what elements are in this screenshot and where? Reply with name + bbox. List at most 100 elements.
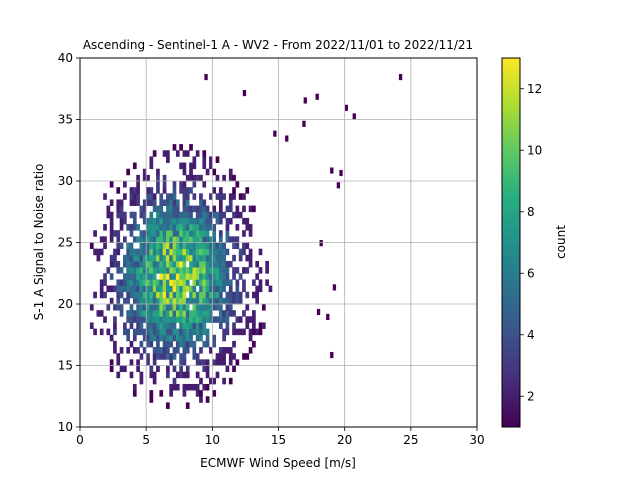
heatmap-cell: [199, 261, 203, 268]
heatmap-cell: [196, 298, 200, 305]
heatmap-cell: [136, 175, 140, 182]
heatmap-cell: [123, 218, 127, 225]
heatmap-cell: [149, 199, 153, 206]
heatmap-cell: [146, 279, 150, 286]
heatmap-cell: [189, 298, 193, 305]
heatmap-cell: [176, 279, 180, 286]
heatmap-cell: [186, 175, 190, 182]
heatmap-cell: [140, 341, 144, 348]
heatmap-cell: [169, 249, 173, 256]
heatmap-cell: [219, 218, 223, 225]
heatmap-cell: [202, 292, 206, 299]
heatmap-cell: [183, 347, 187, 354]
heatmap-cell: [212, 230, 216, 237]
heatmap-cell: [249, 329, 253, 336]
heatmap-cell: [173, 261, 177, 268]
colorbar-tick-label: 6: [527, 266, 535, 280]
heatmap-cell: [189, 384, 193, 391]
heatmap-cell: [97, 249, 101, 256]
heatmap-cell: [199, 292, 203, 299]
heatmap-cell: [130, 310, 134, 317]
heatmap-cell: [189, 187, 193, 194]
heatmap-cell: [212, 316, 216, 323]
heatmap-cell: [206, 366, 210, 373]
heatmap-cell: [252, 206, 256, 213]
heatmap-cell: [159, 322, 163, 329]
colorbar-tick-label: 10: [527, 143, 542, 157]
heatmap-cell: [130, 243, 134, 250]
heatmap-cell: [232, 353, 236, 360]
heatmap-cell: [130, 199, 134, 206]
heatmap-cell: [136, 181, 140, 188]
heatmap-cell: [196, 310, 200, 317]
heatmap-cell: [136, 292, 140, 299]
heatmap-cell: [106, 206, 110, 213]
heatmap-cell: [265, 261, 269, 268]
heatmap-cell: [140, 329, 144, 336]
heatmap-cell: [179, 273, 183, 280]
heatmap-cell: [136, 199, 140, 206]
heatmap-cell: [222, 298, 226, 305]
heatmap-cell: [226, 329, 230, 336]
heatmap-cell: [116, 261, 120, 268]
heatmap-cell: [163, 273, 167, 280]
heatmap-cell: [219, 359, 223, 366]
heatmap-cell: [202, 286, 206, 293]
heatmap-cell: [120, 199, 124, 206]
heatmap-cell: [176, 150, 180, 157]
heatmap-cell: [179, 353, 183, 360]
heatmap-cell: [173, 255, 177, 262]
heatmap-cell: [192, 267, 196, 274]
heatmap-cell: [219, 279, 223, 286]
heatmap-cell: [206, 273, 210, 280]
heatmap-cell: [219, 206, 223, 213]
heatmap-cell: [159, 329, 163, 336]
heatmap-cell: [126, 286, 130, 293]
heatmap-cell: [116, 199, 120, 206]
heatmap-cell: [126, 249, 130, 256]
heatmap-cell: [149, 372, 153, 379]
heatmap-cell: [186, 267, 190, 274]
heatmap-cell: [149, 261, 153, 268]
heatmap-cell: [199, 396, 203, 403]
heatmap-cell: [183, 206, 187, 213]
heatmap-cell: [110, 230, 114, 237]
heatmap-cell: [169, 273, 173, 280]
x-tick-label: 15: [271, 433, 286, 447]
heatmap-cell: [179, 310, 183, 317]
heatmap-cell: [176, 236, 180, 243]
heatmap-cell: [153, 322, 157, 329]
heatmap-cell: [153, 273, 157, 280]
heatmap-cell: [130, 212, 134, 219]
heatmap-cell: [239, 273, 243, 280]
heatmap-cell: [146, 310, 150, 317]
heatmap-cell: [235, 181, 239, 188]
heatmap-cell: [202, 218, 206, 225]
heatmap-cell: [130, 273, 134, 280]
heatmap-cell: [192, 255, 196, 262]
heatmap-cell: [186, 286, 190, 293]
heatmap-cell: [255, 261, 259, 268]
heatmap-cell: [116, 187, 120, 194]
heatmap-cell: [103, 273, 107, 280]
heatmap-cell: [120, 304, 124, 311]
heatmap-cell: [196, 292, 200, 299]
heatmap-cell: [169, 390, 173, 397]
heatmap-cell: [192, 310, 196, 317]
heatmap-cell: [239, 316, 243, 323]
heatmap-cell: [226, 230, 230, 237]
heatmap-cell: [133, 384, 137, 391]
heatmap-cell: [183, 249, 187, 256]
heatmap-cell: [206, 310, 210, 317]
heatmap-cell: [202, 224, 206, 231]
heatmap-cell: [176, 341, 180, 348]
heatmap-cell: [222, 212, 226, 219]
heatmap-cell: [156, 310, 160, 317]
heatmap-cell: [176, 347, 180, 354]
heatmap-cell: [116, 304, 120, 311]
heatmap-cell: [199, 206, 203, 213]
heatmap-cell: [183, 273, 187, 280]
heatmap-cell: [90, 243, 94, 250]
heatmap-cell: [173, 304, 177, 311]
heatmap-cell: [186, 304, 190, 311]
